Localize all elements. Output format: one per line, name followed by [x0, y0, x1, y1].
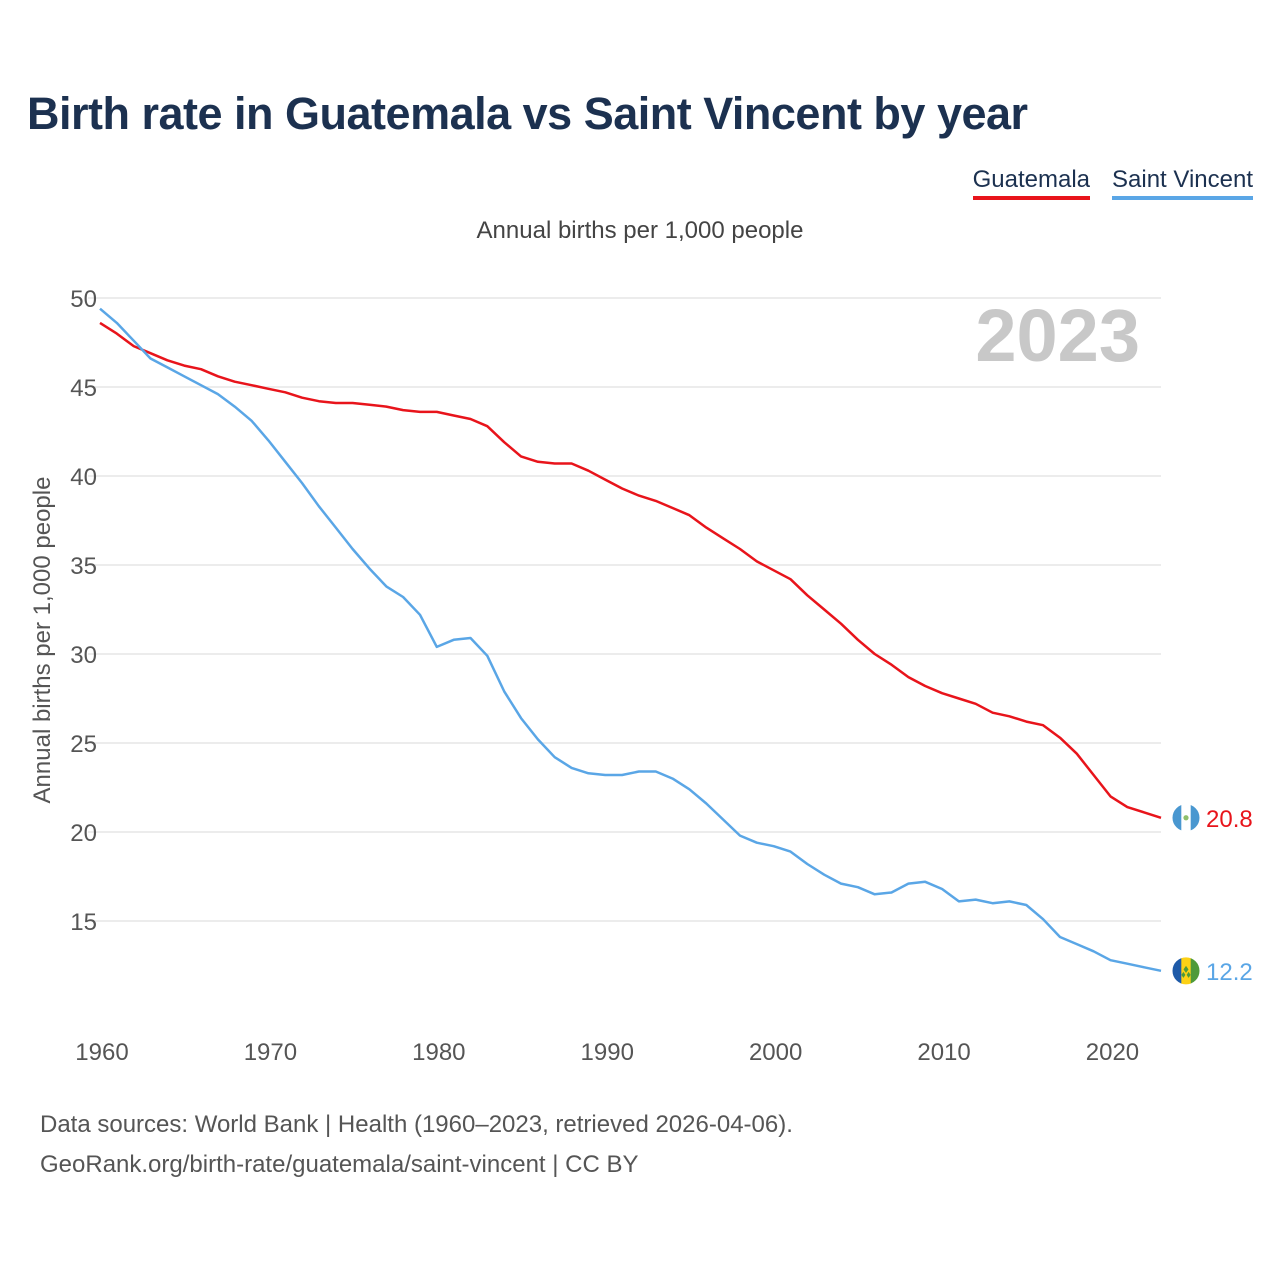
- series-line-guatemala: [99, 321, 1162, 819]
- footer-link[interactable]: GeoRank.org/birth-rate/guatemala/saint-v…: [40, 1151, 639, 1178]
- x-tick-label-1990: 1990: [581, 1039, 634, 1066]
- y-tick-label-20: 20: [70, 820, 97, 847]
- legend-item-guatemala[interactable]: Guatemala: [972, 166, 1090, 200]
- year-watermark: 2023: [975, 294, 1140, 377]
- legend-item-saint-vincent[interactable]: Saint Vincent: [1112, 166, 1253, 200]
- x-tick-label-1960: 1960: [75, 1039, 128, 1066]
- x-tick-label-2000: 2000: [749, 1039, 802, 1066]
- x-tick-label-2010: 2010: [917, 1039, 970, 1066]
- flag-icon-guatemala: [1171, 803, 1201, 833]
- footer: Data sources: World Bank | Health (1960–…: [40, 1105, 793, 1185]
- chart-title: Birth rate in Guatemala vs Saint Vincent…: [27, 88, 1028, 139]
- y-tick-label-30: 30: [70, 642, 97, 669]
- y-axis-label: Annual births per 1,000 people: [29, 477, 56, 804]
- end-label-saint-vincent: 12.2: [1206, 959, 1253, 986]
- end-label-guatemala: 20.8: [1206, 806, 1253, 833]
- y-tick-label-40: 40: [70, 464, 97, 491]
- footer-sources: Data sources: World Bank | Health (1960–…: [40, 1111, 793, 1138]
- x-tick-label-1980: 1980: [412, 1039, 465, 1066]
- y-tick-label-15: 15: [70, 909, 97, 936]
- x-tick-label-2020: 2020: [1086, 1039, 1139, 1066]
- y-tick-label-35: 35: [70, 553, 97, 580]
- y-tick-label-50: 50: [70, 286, 97, 313]
- x-tick-label-1970: 1970: [244, 1039, 297, 1066]
- legend: Guatemala Saint Vincent: [972, 166, 1253, 200]
- flag-icon-saint-vincent: [1171, 956, 1201, 986]
- y-tick-label-45: 45: [70, 375, 97, 402]
- y-tick-label-25: 25: [70, 731, 97, 758]
- series-line-saint-vincent: [99, 307, 1162, 973]
- chart-subtitle: Annual births per 1,000 people: [476, 217, 804, 244]
